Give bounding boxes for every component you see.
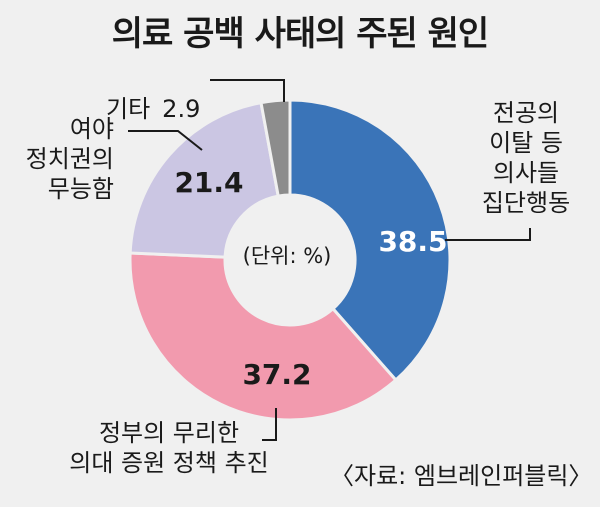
leader-line-jeongong: [445, 228, 531, 241]
slice-label-yeoya: 여야 정치권의 무능함: [25, 115, 114, 203]
slice-value-etc: 2.9: [162, 95, 201, 123]
slice-label-etc-name: 기타: [106, 95, 151, 123]
pie-slice-jeongbu: [128, 251, 398, 422]
leader-line-yeoya: [128, 130, 203, 151]
slice-value-jeongong: 38.5: [378, 225, 447, 258]
slice-label-jeongbu: 정부의 무리한 의대 증원 정책 추진: [69, 419, 269, 477]
slice-value-jeongbu: 37.2: [242, 358, 311, 391]
slice-value-yeoya: 21.4: [174, 166, 243, 199]
leader-line-etc: [210, 79, 285, 102]
slice-label-jeongong: 전공의 이탈 등 의사들 집단행동: [481, 99, 571, 217]
pie-slice-yeoya: [128, 100, 280, 259]
pie-slice-jeongong: [288, 98, 452, 383]
source-note: 〈자료: 엠브레인퍼블릭〉: [330, 462, 593, 490]
chart-title: 의료 공백 사태의 주된 원인: [111, 14, 489, 54]
pie-slice-etc: [259, 98, 292, 198]
slice-label-etc: 기타 2.9: [106, 64, 200, 124]
unit-note: (단위: %): [242, 244, 332, 268]
leader-line-jeongbu: [262, 408, 277, 441]
